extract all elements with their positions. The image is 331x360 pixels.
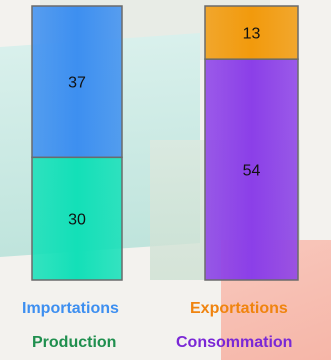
- data-label-exportations: 13: [243, 26, 261, 43]
- bar-production: [31, 156, 123, 281]
- data-label-importations: 37: [68, 75, 86, 92]
- bar-exportations: [204, 5, 299, 60]
- data-label-production: 30: [68, 212, 86, 229]
- bar-importations: [31, 5, 123, 159]
- legend-exportations: Exportations: [190, 300, 288, 317]
- legend-importations: Importations: [22, 300, 119, 317]
- data-label-consommation: 54: [243, 163, 261, 180]
- legend-production: Production: [32, 334, 117, 351]
- legend-consommation: Consommation: [176, 334, 293, 351]
- bar-consommation: [204, 58, 299, 281]
